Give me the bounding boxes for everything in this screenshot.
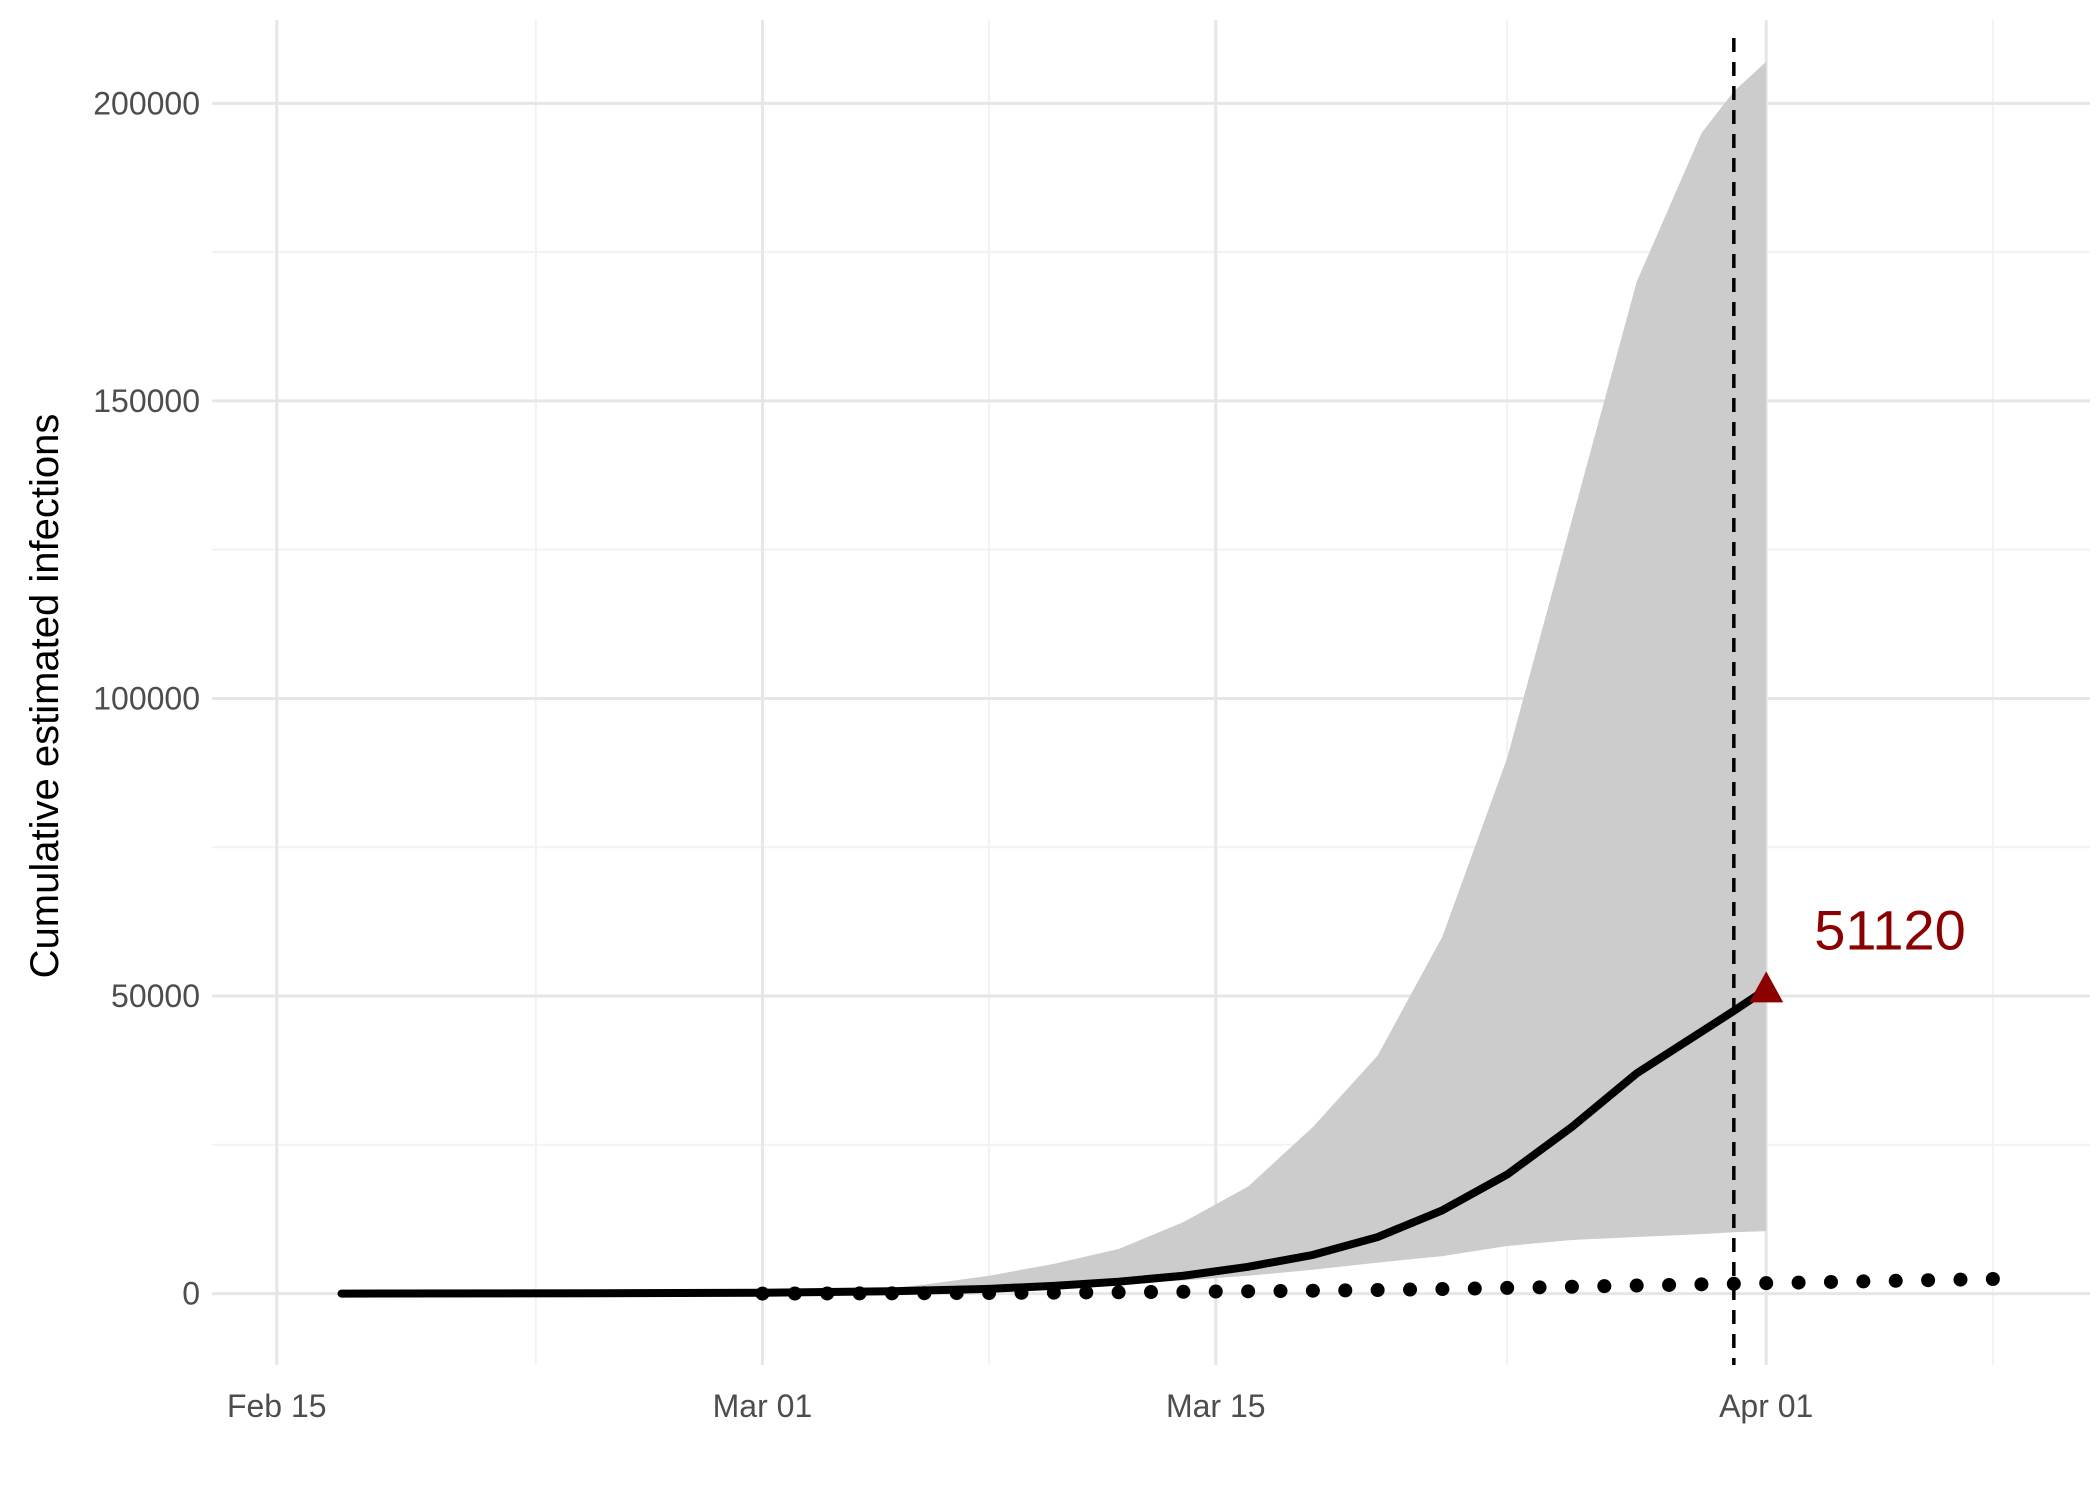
observed-point xyxy=(1823,1274,1838,1289)
observed-point xyxy=(1726,1276,1741,1291)
x-tick-label: Feb 15 xyxy=(227,1388,327,1424)
observed-point xyxy=(1305,1283,1320,1298)
observed-point xyxy=(1500,1280,1515,1295)
observed-point xyxy=(1370,1283,1385,1298)
estimate-line xyxy=(337,985,1771,1298)
confidence-ribbon xyxy=(859,61,1767,1292)
y-tick-label: 200000 xyxy=(93,85,200,121)
estimate-line-layer xyxy=(337,985,1771,1298)
observed-point xyxy=(1241,1284,1256,1299)
observed-point xyxy=(820,1286,835,1301)
y-axis-tick-labels: 0 50000 100000 150000 200000 xyxy=(93,85,200,1311)
observed-point xyxy=(1532,1280,1547,1295)
observed-point xyxy=(1176,1284,1191,1299)
observed-point xyxy=(1597,1279,1612,1294)
observed-point xyxy=(1694,1277,1709,1292)
observed-point xyxy=(1208,1284,1223,1299)
observed-point xyxy=(1338,1283,1353,1298)
observed-point xyxy=(949,1286,964,1301)
observed-point xyxy=(1079,1285,1094,1300)
observed-point xyxy=(1467,1281,1482,1296)
observed-point xyxy=(1888,1273,1903,1288)
y-tick-label: 150000 xyxy=(93,383,200,419)
observed-point xyxy=(982,1285,997,1300)
observed-point xyxy=(1435,1282,1450,1297)
observed-point xyxy=(1564,1279,1579,1294)
y-tick-label: 0 xyxy=(182,1276,200,1312)
x-tick-label: Mar 15 xyxy=(1166,1388,1266,1424)
observed-point xyxy=(755,1286,770,1301)
y-tick-label: 50000 xyxy=(111,978,200,1014)
observed-point xyxy=(1953,1272,1968,1287)
annotation-layer: 51120 xyxy=(1749,898,1966,1003)
observed-point xyxy=(1014,1285,1029,1300)
observed-point xyxy=(787,1286,802,1301)
observed-point xyxy=(1046,1285,1061,1300)
observed-point xyxy=(1856,1274,1871,1289)
observed-point xyxy=(917,1286,932,1301)
observed-points-layer xyxy=(755,1272,2000,1301)
x-tick-label: Apr 01 xyxy=(1719,1388,1813,1424)
x-axis-tick-labels: Feb 15 Mar 01 Mar 15 Apr 01 xyxy=(227,1388,1813,1424)
observed-point xyxy=(1791,1275,1806,1290)
observed-point xyxy=(884,1286,899,1301)
x-tick-label: Mar 01 xyxy=(713,1388,813,1424)
annotation-label: 51120 xyxy=(1814,898,1966,961)
observed-point xyxy=(852,1286,867,1301)
confidence-ribbon-layer xyxy=(859,61,1767,1292)
observed-point xyxy=(1629,1278,1644,1293)
annotation-triangle-marker xyxy=(1749,971,1784,1003)
y-axis-title: Cumulative estimated infections xyxy=(23,414,67,979)
observed-point xyxy=(1111,1285,1126,1300)
observed-point xyxy=(1985,1272,2000,1287)
y-tick-label: 100000 xyxy=(93,680,200,716)
observed-point xyxy=(1759,1276,1774,1291)
observed-point xyxy=(1921,1273,1936,1288)
observed-point xyxy=(1144,1285,1158,1300)
observed-point xyxy=(1662,1277,1677,1292)
observed-point xyxy=(1273,1284,1288,1299)
observed-point xyxy=(1403,1282,1418,1297)
